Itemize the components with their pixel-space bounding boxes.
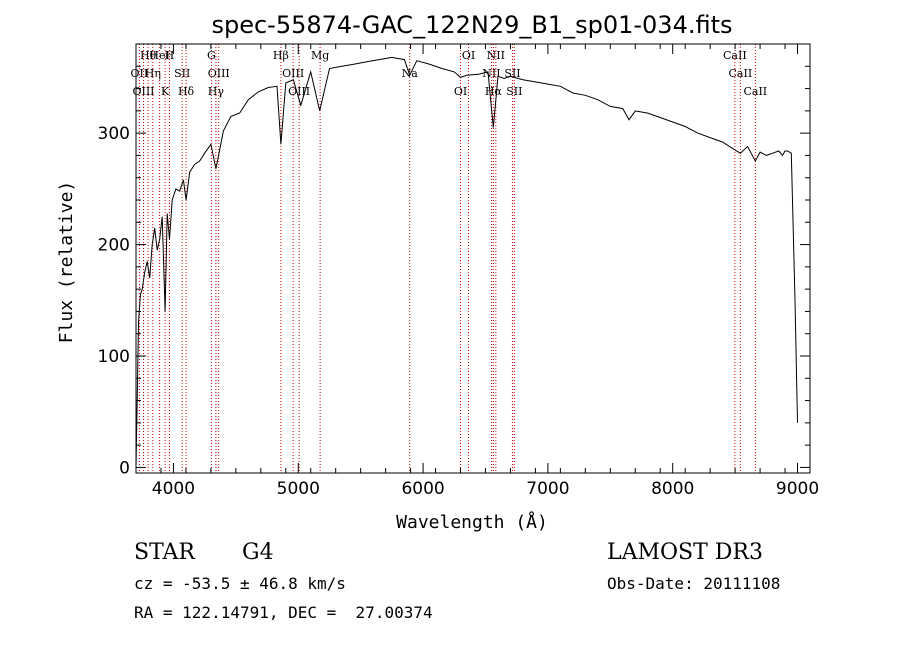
spectral-line-label: SII [174,67,190,80]
spectral-line-label: Hγ [208,85,225,98]
x-tick-label: 9000 [776,479,819,499]
spectral-line-label: Hα [485,85,503,98]
chart-title: spec-55874-GAC_122N29_B1_sp01-034.fits [211,11,732,39]
spectral-line-label: Hθ [140,49,157,62]
spectral-line-label: OIII [208,67,230,80]
x-axis-label: Wavelength (Å) [396,511,548,533]
spectral-line-label: OII [131,67,149,80]
y-tick-label: 200 [98,236,130,256]
spectrum-line [135,56,798,468]
y-tick-label: 100 [98,347,130,367]
spectral-line-label: Na [402,67,419,80]
spectral-line-label: Mg [311,49,329,62]
y-axis-label: Flux (relative) [56,181,77,344]
x-tick-label: 4000 [152,479,195,499]
y-tick-label: 300 [98,124,130,144]
spectral-line-label: Hδ [178,85,195,98]
redshift-text: cz = -53.5 ± 46.8 km/s [134,574,346,593]
spectral-line-label: Hη [145,67,161,80]
spectral-line-label: G [207,49,216,62]
object-class: STAR [134,540,195,565]
spectral-line-label: H [165,49,175,62]
obs-date: Obs-Date: 20111108 [607,574,781,593]
spectral-line-label: CaII [723,49,747,62]
spectral-line-label: CaII [729,67,753,80]
spectral-line-label: OIII [282,67,304,80]
coordinates: RA = 122.14791, DEC = 27.00374 [134,603,433,622]
spectral-line-label: K [161,85,170,98]
x-tick-label: 8000 [651,479,694,499]
x-tick-label: 7000 [526,479,569,499]
spectral-line-label: OI [462,49,475,62]
y-tick-label: 0 [119,458,130,478]
spectral-line-labels: HθOIIOIIIHeIHηKHSIIHδGOIIIHγHβOIIIOIIIMg… [131,49,768,98]
axis-ticks: 4000 5000 6000 7000 8000 9000 0 100 200 300 [98,43,819,499]
spectral-line-label: NII [487,49,505,62]
object-subclass: G4 [242,540,274,565]
survey-name: LAMOST DR3 [607,540,763,565]
plot-frame [135,43,811,474]
spectral-lines-layer [138,44,756,473]
spectral-line-label: SII [506,85,522,98]
spectral-line-label: CaII [743,85,767,98]
spectral-line-label: Hβ [273,49,289,62]
spectral-line-label: OIII [288,85,310,98]
spectral-line-label: HeI [149,49,169,62]
spectral-line-label: NII [482,67,500,80]
x-tick-label: 6000 [401,479,444,499]
x-tick-label: 5000 [277,479,320,499]
spectral-line-label: OI [454,85,467,98]
